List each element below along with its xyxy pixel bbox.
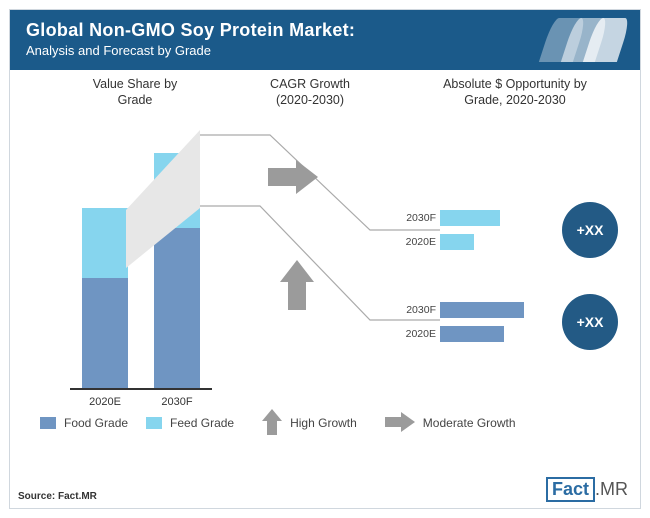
hbar bbox=[440, 326, 504, 342]
wedge bbox=[126, 130, 206, 330]
hbar-group-top: 2030F 2020E bbox=[440, 210, 570, 250]
hbar bbox=[440, 302, 524, 318]
title: Global Non-GMO Soy Protein Market: bbox=[26, 20, 624, 41]
seg-feed bbox=[82, 208, 128, 278]
legend-feed: Feed Grade bbox=[170, 416, 234, 430]
swatch-food bbox=[40, 417, 56, 429]
hbar-group-bottom: 2030F 2020E bbox=[440, 302, 570, 342]
header: Global Non-GMO Soy Protein Market: Analy… bbox=[10, 10, 640, 70]
col-title-2: CAGR Growth (2020-2030) bbox=[245, 76, 375, 109]
arrow-up-icon bbox=[280, 260, 314, 315]
hbar bbox=[440, 234, 474, 250]
legend-arrow-right-icon bbox=[385, 412, 415, 435]
subtitle: Analysis and Forecast by Grade bbox=[26, 43, 624, 58]
col-title-1: Value Share by Grade bbox=[70, 76, 200, 109]
col-title-3: Absolute $ Opportunity by Grade, 2020-20… bbox=[430, 76, 600, 109]
badge-bottom: +XX bbox=[562, 294, 618, 350]
bar-2020E bbox=[82, 208, 128, 388]
legend: Food Grade Feed Grade High Growth Modera… bbox=[10, 408, 640, 438]
source-text: Source: Fact.MR bbox=[18, 491, 97, 502]
badge-top: +XX bbox=[562, 202, 618, 258]
bar-label: 2030F bbox=[154, 396, 200, 408]
hbar-label: 2020E bbox=[402, 328, 436, 340]
hbar bbox=[440, 210, 500, 226]
chart-body: Value Share by Grade CAGR Growth (2020-2… bbox=[10, 70, 640, 448]
legend-food: Food Grade bbox=[64, 416, 128, 430]
brand-right: .MR bbox=[595, 479, 628, 499]
seg-food bbox=[82, 278, 128, 388]
header-decoration bbox=[546, 18, 624, 62]
hbar-label: 2030F bbox=[402, 304, 436, 316]
legend-arrow-up-icon bbox=[262, 409, 282, 438]
legend-moderate: Moderate Growth bbox=[423, 416, 516, 430]
hbar-label: 2030F bbox=[402, 212, 436, 224]
brand-logo: Fact.MR bbox=[546, 477, 628, 502]
hbar-label: 2020E bbox=[402, 236, 436, 248]
bar-label: 2020E bbox=[82, 396, 128, 408]
arrow-right-icon bbox=[268, 160, 318, 199]
x-axis bbox=[70, 388, 212, 390]
legend-high: High Growth bbox=[290, 416, 357, 430]
swatch-feed bbox=[146, 417, 162, 429]
brand-left: Fact bbox=[546, 477, 595, 502]
infographic-card: Global Non-GMO Soy Protein Market: Analy… bbox=[9, 9, 641, 509]
